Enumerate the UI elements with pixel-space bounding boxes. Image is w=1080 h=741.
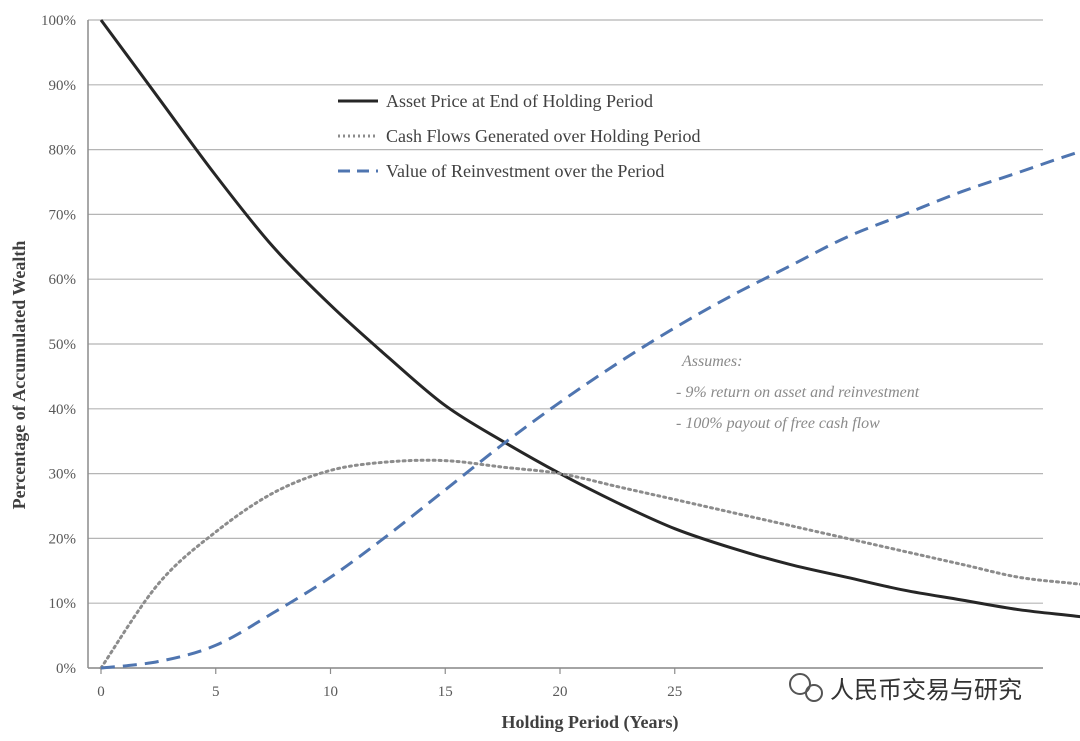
legend-label-asset-price: Asset Price at End of Holding Period [386, 91, 653, 111]
legend-label-reinvestment: Value of Reinvestment over the Period [386, 161, 664, 181]
x-tick-label: 10 [323, 684, 338, 700]
assumptions-note: Assumes: - 9% return on asset and reinve… [676, 353, 920, 432]
watermark-text: 人民币交易与研究 [830, 676, 1022, 704]
x-tick-label: 0 [97, 684, 105, 700]
axes: 0% 10% 20% 30% 40% 50% 60% 70% 80% 90% 100% 0 5 10 15 2… [41, 13, 1043, 700]
legend-label-cash-flows: Cash Flows Generated over Holding Period [386, 126, 700, 146]
x-tick-label: 25 [667, 684, 682, 700]
note-line-payout: - 100% payout of free cash flow [676, 415, 880, 432]
x-tick-label: 20 [553, 684, 568, 700]
y-tick-label: 100% [41, 13, 76, 29]
y-tick-label: 40% [49, 402, 77, 418]
y-tick-label: 30% [49, 467, 77, 483]
series-line-asset-price [99, 19, 1080, 619]
y-tick-label: 60% [49, 272, 77, 288]
wechat-icon [789, 673, 823, 702]
y-tick-label: 10% [49, 596, 77, 612]
watermark: 人民币交易与研究 [789, 673, 1022, 704]
y-tick-label: 70% [49, 207, 77, 223]
series-line-reinvestment [100, 150, 1080, 670]
y-tick-label: 50% [49, 337, 77, 353]
y-axis-title: Percentage of Accumulated Wealth [9, 241, 29, 510]
y-tick-label: 80% [49, 143, 77, 159]
y-tick-label: 0% [56, 661, 76, 677]
series-lines [99, 19, 1080, 670]
x-tick-label: 15 [438, 684, 453, 700]
x-tick-label: 5 [212, 684, 220, 700]
y-tick-label: 20% [49, 531, 77, 547]
y-tick-label: 90% [49, 78, 77, 94]
note-line-return: - 9% return on asset and reinvestment [676, 384, 920, 401]
x-axis-title: Holding Period (Years) [502, 712, 679, 733]
note-heading: Assumes: [681, 353, 742, 370]
legend: Asset Price at End of Holding Period Cas… [338, 91, 700, 181]
series-line-cash-flows [99, 458, 1080, 670]
